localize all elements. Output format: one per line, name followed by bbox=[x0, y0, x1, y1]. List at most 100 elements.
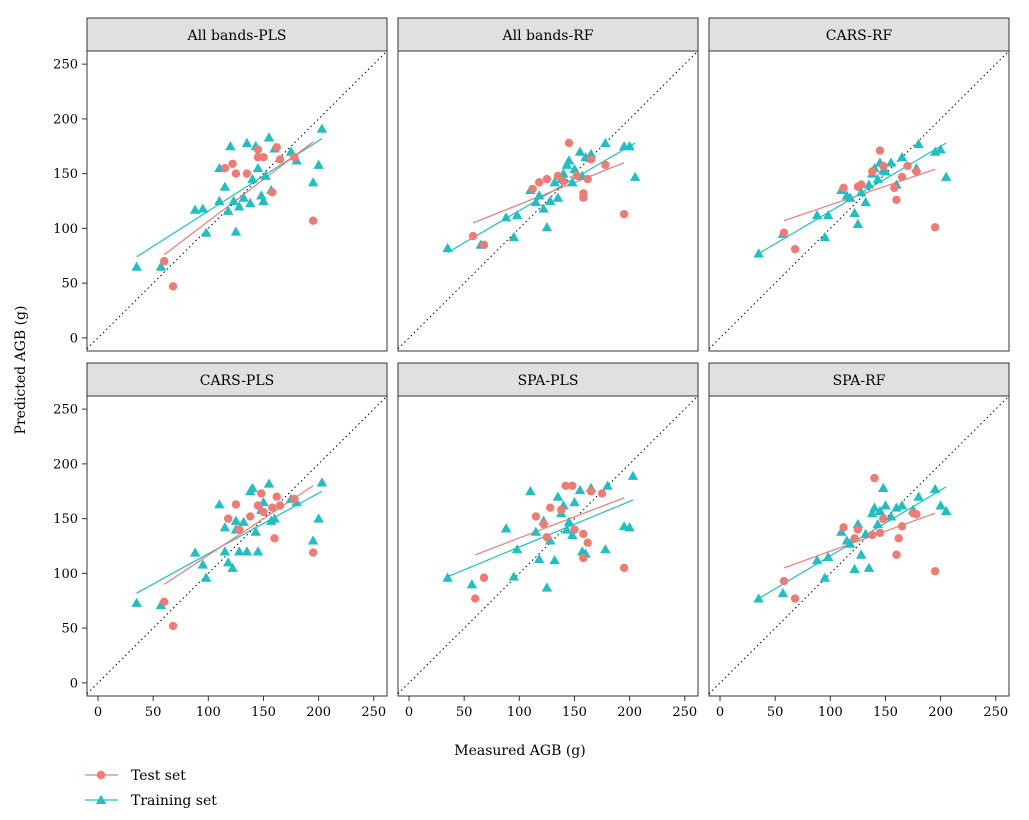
training-point bbox=[624, 141, 635, 151]
training-point bbox=[600, 544, 611, 554]
test-point bbox=[879, 514, 888, 523]
test-point bbox=[160, 597, 169, 607]
test-fit-line bbox=[163, 141, 314, 256]
test-fit-line bbox=[472, 162, 625, 224]
legend-test-label: Test set bbox=[131, 768, 186, 784]
training-point bbox=[585, 148, 597, 158]
training-point bbox=[852, 218, 864, 228]
panel-3: CARS-RF bbox=[708, 17, 1010, 352]
test-point bbox=[790, 594, 800, 603]
test-point bbox=[257, 489, 266, 498]
test-point bbox=[308, 216, 318, 225]
training-point bbox=[214, 195, 225, 205]
training-point bbox=[856, 187, 867, 197]
training-point bbox=[131, 597, 142, 607]
training-point bbox=[913, 138, 924, 149]
x-tick-label: 0 bbox=[94, 705, 102, 720]
panel-frame bbox=[397, 395, 699, 697]
test-point bbox=[253, 153, 263, 162]
training-point bbox=[885, 157, 897, 167]
training-point bbox=[258, 195, 269, 205]
training-point bbox=[197, 559, 209, 569]
training-point bbox=[856, 549, 867, 559]
test-point bbox=[579, 193, 588, 202]
y-tick-label: 250 bbox=[53, 403, 78, 418]
test-point bbox=[275, 501, 285, 510]
test-point bbox=[268, 188, 277, 197]
legend-test-marker bbox=[96, 770, 106, 780]
legend-item-training: Training set bbox=[85, 793, 217, 809]
x-tick-label: 50 bbox=[145, 705, 162, 720]
test-point bbox=[557, 505, 566, 515]
training-point bbox=[569, 497, 580, 507]
test-point bbox=[468, 231, 478, 241]
y-tick-label: 100 bbox=[53, 567, 78, 582]
test-point bbox=[597, 489, 607, 498]
panel-strip bbox=[397, 362, 699, 397]
training-point bbox=[940, 171, 952, 181]
panel-frame bbox=[708, 50, 1010, 352]
panel-1: All bands-PLS 0 50 100 150 200 250 bbox=[53, 17, 388, 352]
training-point bbox=[200, 572, 212, 582]
test-point bbox=[270, 534, 279, 543]
training-point bbox=[260, 170, 271, 180]
training-point bbox=[874, 505, 886, 515]
x-tick-label: 100 bbox=[507, 705, 532, 720]
reference-1to1-line bbox=[86, 395, 388, 695]
training-point bbox=[819, 231, 831, 242]
y-tick-label: 50 bbox=[61, 622, 78, 637]
training-point bbox=[511, 210, 523, 220]
panel-title: All bands-RF bbox=[502, 28, 594, 44]
x-tick-label: 100 bbox=[196, 705, 221, 720]
panel-title: CARS-RF bbox=[826, 28, 893, 44]
test-point bbox=[223, 514, 233, 523]
training-point bbox=[561, 524, 572, 534]
training-point bbox=[574, 146, 586, 156]
reference-1to1-line bbox=[708, 50, 1010, 350]
test-fit-line bbox=[783, 512, 936, 569]
training-fit-line bbox=[447, 499, 634, 578]
training-point bbox=[602, 480, 613, 490]
y-tick-label: 100 bbox=[53, 222, 78, 237]
reference-1to1-line bbox=[397, 50, 699, 350]
test-point bbox=[892, 550, 901, 559]
test-point bbox=[253, 145, 263, 154]
training-point bbox=[880, 166, 891, 176]
training-point bbox=[627, 470, 639, 480]
training-point bbox=[227, 562, 238, 572]
training-point bbox=[189, 204, 201, 214]
training-point bbox=[230, 515, 242, 525]
test-point bbox=[228, 159, 237, 168]
x-tick-label: 150 bbox=[251, 705, 276, 720]
training-point bbox=[563, 516, 575, 526]
training-point bbox=[844, 538, 856, 548]
x-tick-label: 0 bbox=[716, 705, 724, 720]
reference-1to1-line bbox=[397, 395, 699, 695]
test-point bbox=[479, 573, 489, 582]
training-point bbox=[569, 164, 580, 174]
y-tick-label: 50 bbox=[61, 277, 78, 292]
test-point bbox=[903, 161, 912, 171]
training-point bbox=[777, 587, 789, 598]
x-tick-label: 250 bbox=[361, 705, 386, 720]
panel-4: CARS-PLS 0 50 100 150 200 250 0 50 100 150 200 250 bbox=[53, 362, 388, 720]
training-point bbox=[530, 196, 542, 207]
training-point bbox=[155, 599, 167, 610]
test-point bbox=[868, 530, 877, 540]
test-point bbox=[272, 492, 281, 501]
training-point bbox=[567, 177, 578, 187]
training-point bbox=[567, 529, 578, 540]
panel-title: SPA-RF bbox=[833, 373, 886, 389]
y-tick-label: 0 bbox=[70, 676, 78, 691]
test-point bbox=[220, 163, 230, 173]
test-point bbox=[875, 146, 885, 155]
training-point bbox=[222, 557, 234, 567]
training-point bbox=[574, 484, 586, 495]
test-point bbox=[839, 183, 848, 193]
training-point bbox=[753, 593, 764, 603]
test-point bbox=[879, 161, 888, 171]
legend-item-test: Test set bbox=[85, 768, 186, 784]
panel-title: CARS-PLS bbox=[200, 373, 275, 389]
training-point bbox=[245, 197, 256, 208]
training-point bbox=[819, 572, 831, 582]
